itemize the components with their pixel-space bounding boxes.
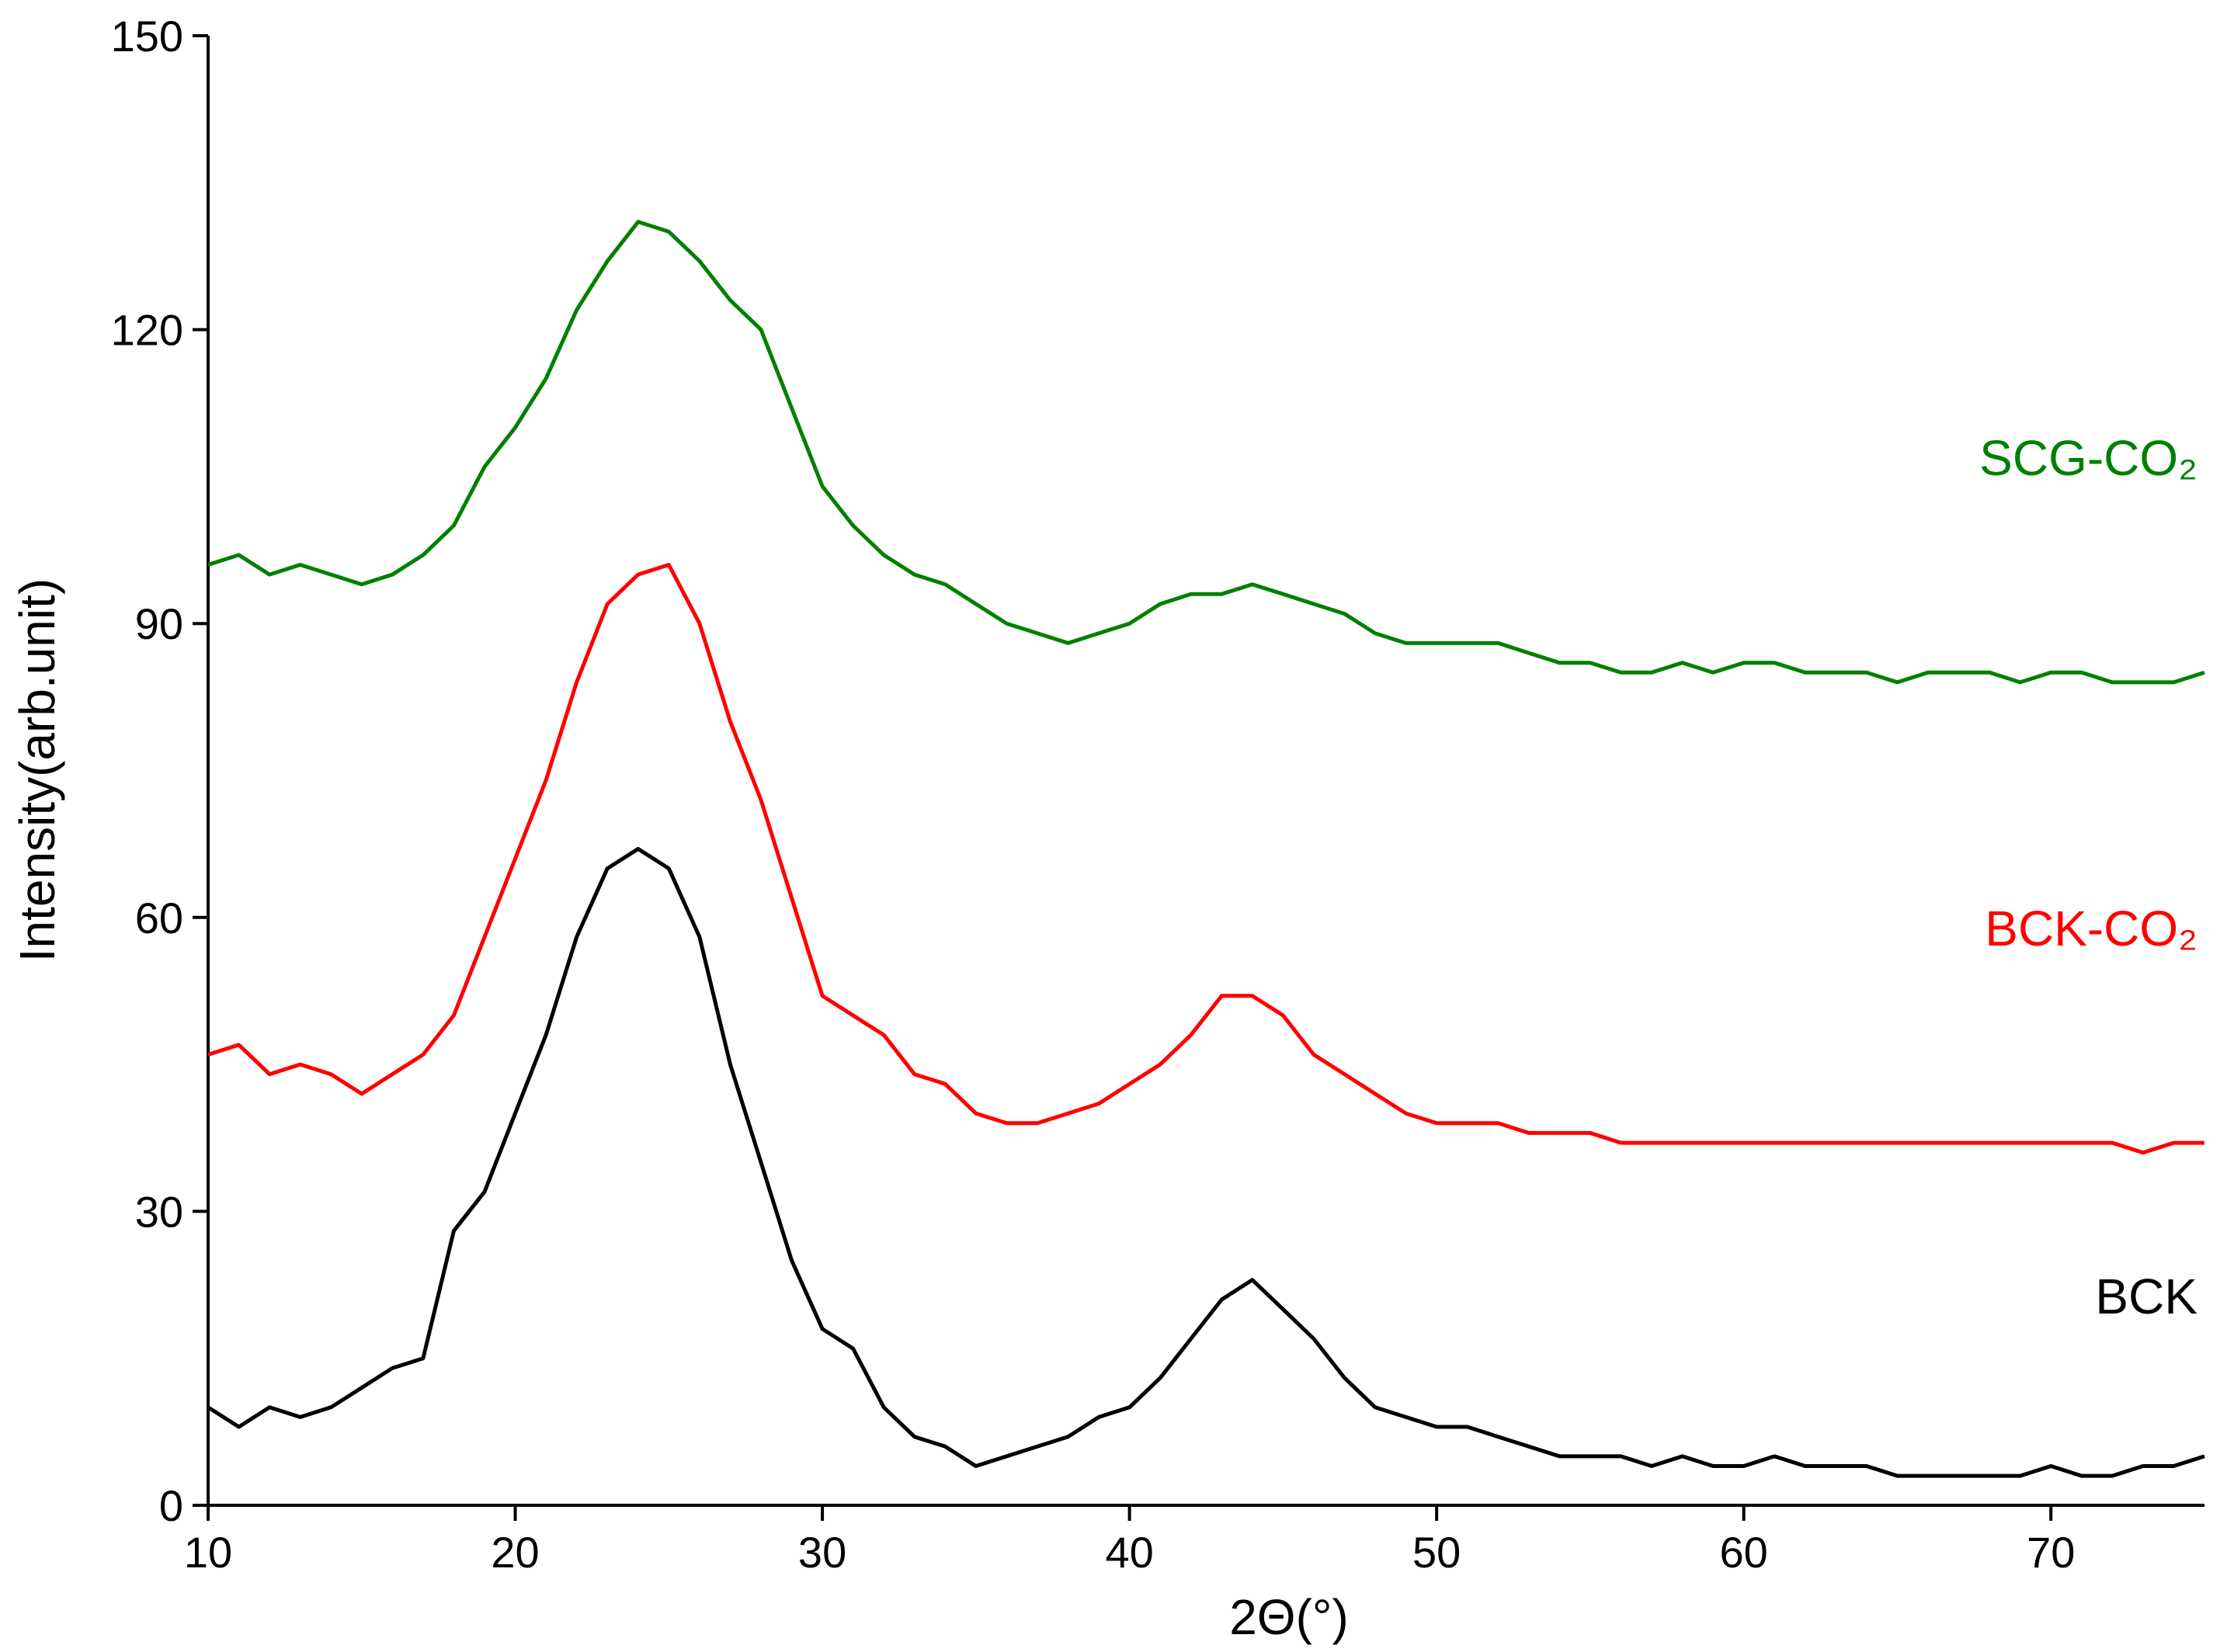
x-tick-label: 10 [184,1528,232,1577]
y-tick-label: 120 [111,306,183,355]
series-line [207,220,2205,685]
x-tick-label: 40 [1105,1528,1153,1577]
series-label: BCK [2095,1268,2197,1324]
x-tick-label: 30 [798,1528,846,1577]
y-tick-label: 30 [135,1187,183,1236]
x-axis-title: 2Θ(°) [1229,1589,1349,1645]
y-axis-title: Intensity(arb.unit) [9,578,65,962]
y-tick-label: 90 [135,599,183,648]
x-tick-label: 50 [1412,1528,1461,1577]
series-line [207,847,2205,1478]
x-tick-label: 70 [2027,1528,2075,1577]
series-line [207,563,2204,1155]
series-label: SCG-CO₂ [1979,430,2197,486]
y-tick-label: 60 [135,894,183,942]
series-label: BCK-CO₂ [1985,901,2197,956]
y-tick-label: 150 [111,12,183,61]
x-tick-label: 60 [1720,1528,1768,1577]
x-tick-label: 20 [491,1528,539,1577]
y-tick-label: 0 [159,1481,183,1530]
